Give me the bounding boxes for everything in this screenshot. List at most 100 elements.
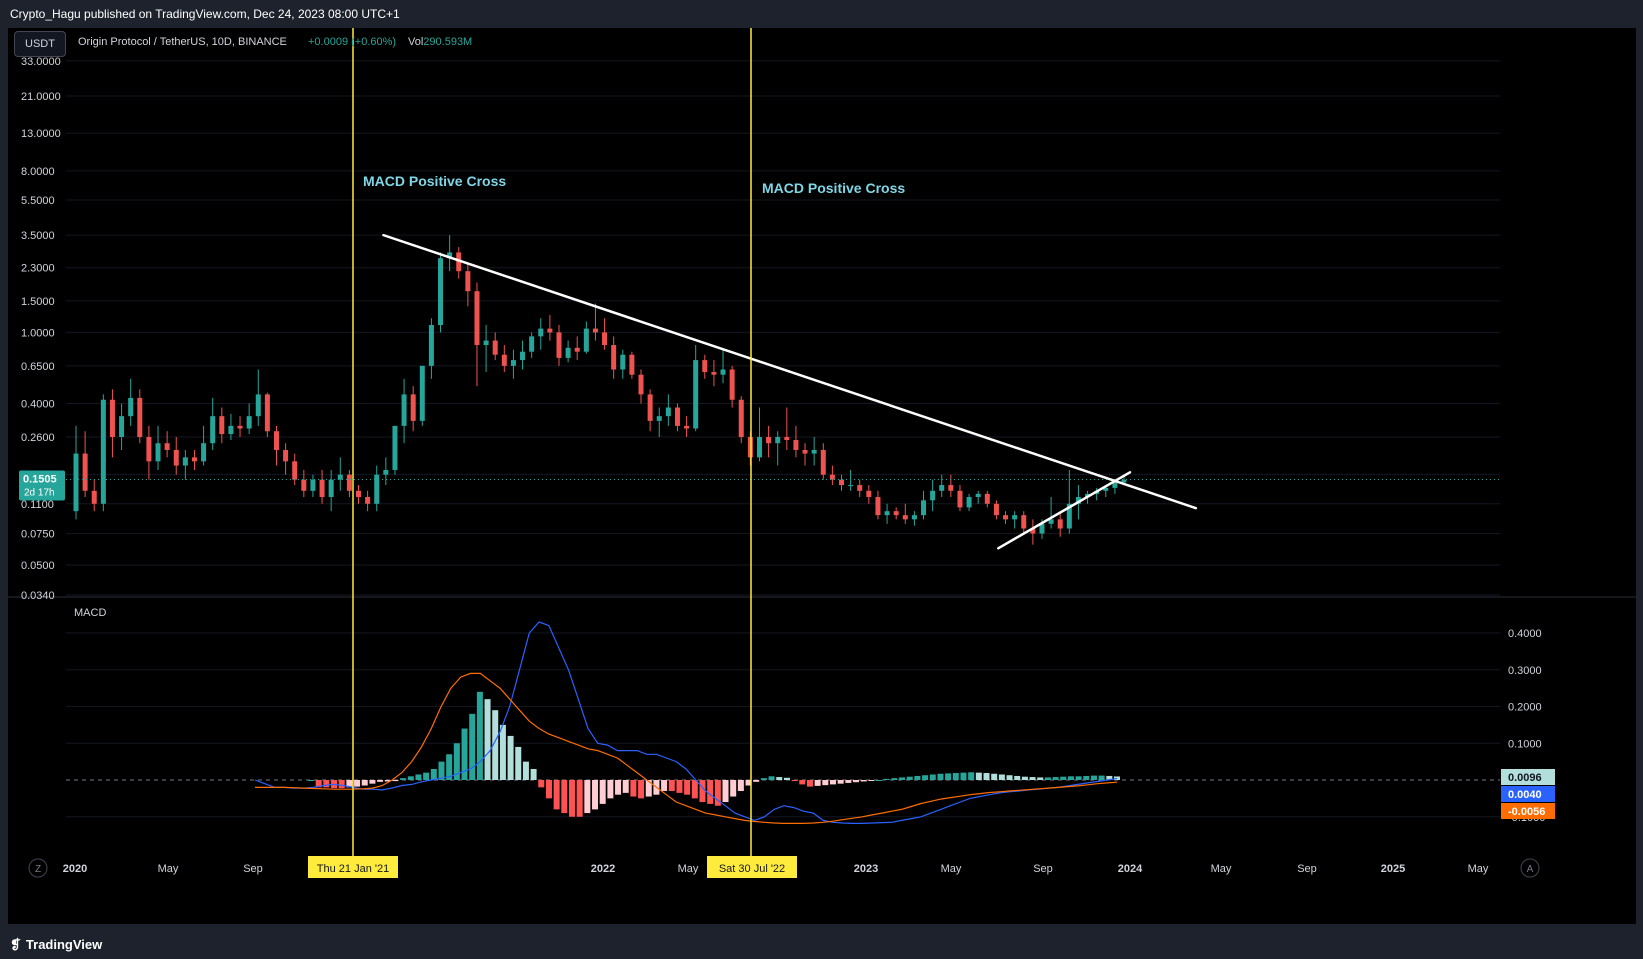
macd-histogram-bar [438, 761, 445, 780]
macd-histogram-bar [899, 777, 906, 780]
footer-brand: TradingView [25, 937, 103, 952]
price-tick-label: 0.4000 [21, 399, 55, 411]
candle-body [155, 443, 161, 462]
publish-bar: Crypto_Hagu published on TradingView.com… [0, 0, 1643, 28]
candle-body [428, 324, 434, 366]
macd-histogram-bar [806, 780, 813, 787]
candle-body [684, 425, 690, 429]
candle-body [583, 328, 589, 352]
macd-histogram-bar [392, 780, 399, 782]
macd-histogram-bar [407, 776, 414, 780]
timezone-button-ring[interactable] [28, 858, 48, 878]
macd-histogram-bar [791, 780, 798, 782]
macd-value-badge-bg [1501, 786, 1555, 802]
macd-histogram-bar [691, 780, 698, 799]
macd-histogram-bar [446, 754, 453, 780]
macd-histogram-bar [814, 780, 821, 786]
candle-body [1075, 497, 1081, 504]
candle-body [392, 425, 398, 470]
macd-histogram-bar [530, 768, 537, 780]
time-tick-label: May [1468, 863, 1489, 875]
macd-histogram-bar [592, 780, 599, 810]
candle-body [520, 351, 526, 361]
date-marker-2: Sat 30 Jul '22 [719, 863, 785, 875]
candle-body [1048, 519, 1054, 524]
macd-histogram-bar [1114, 776, 1120, 780]
histogram-value-badge: 0.0096 [1508, 772, 1542, 784]
time-tick-label: Sep [243, 863, 263, 875]
candle-body [356, 490, 362, 498]
macd-histogram-bar [1052, 777, 1059, 780]
candle-body [237, 425, 243, 429]
tradingview-logo[interactable]: ❡ TradingView [10, 937, 102, 953]
candle-body [456, 252, 462, 272]
macd-histogram-bar [991, 773, 998, 780]
macd-histogram-bar [423, 772, 430, 780]
candle-body [474, 291, 480, 346]
candle-body [1066, 503, 1072, 529]
macd-histogram-bar [576, 780, 583, 817]
candle-body [301, 479, 307, 491]
candle-body [547, 328, 553, 333]
symbol-title[interactable]: Origin Protocol / TetherUS, 10D, BINANCE [78, 36, 287, 48]
macd-histogram-bar [369, 780, 376, 784]
candle-body [674, 407, 680, 426]
candles [73, 235, 1127, 545]
candle-body [656, 416, 662, 421]
macd-histogram-bar [469, 713, 476, 780]
price-tick-label: 0.6500 [21, 361, 55, 373]
candle-body [848, 485, 854, 487]
macd-histogram-bar [545, 780, 552, 799]
date-marker-1-bg [308, 856, 398, 878]
candle-body [984, 493, 990, 504]
auto-scale-button-ring[interactable] [1520, 858, 1540, 878]
price-tick-label: 33.0000 [21, 56, 61, 68]
macd-histogram-bar [983, 773, 990, 780]
macd-histogram-bar [338, 780, 345, 789]
macd-histogram-bar [668, 780, 675, 792]
currency-button[interactable]: USDT [14, 31, 66, 57]
macd-histogram-bar [1060, 776, 1067, 780]
candle-body [1003, 515, 1009, 520]
macd-histogram-bar [945, 773, 952, 780]
timezone-button[interactable]: Z [35, 864, 41, 875]
macd-histogram-bar [975, 772, 982, 780]
candle-body [510, 360, 516, 366]
grid [8, 60, 1636, 818]
candle-body [930, 490, 936, 501]
macd-histogram-bar [753, 780, 760, 782]
macd-histogram-bar [952, 773, 959, 780]
macd-histogram-bar [760, 778, 767, 780]
candle-body [109, 399, 115, 437]
candle-body [128, 397, 134, 417]
candle-body [1030, 528, 1036, 534]
volume-value: 290.593M [423, 36, 473, 48]
candle-body [902, 515, 908, 520]
auto-scale-button[interactable]: A [1527, 864, 1534, 875]
candle-body [191, 457, 197, 462]
price-tick-label: 8.0000 [21, 166, 55, 178]
macd-histogram-bar [1067, 776, 1074, 780]
trendline [997, 471, 1132, 550]
candle-body [273, 431, 279, 450]
current-price-badge [19, 470, 65, 501]
macd-histogram-bar [346, 780, 353, 788]
macd-histogram-bar [377, 780, 384, 782]
macd-histogram-bar [607, 780, 614, 799]
signal-value-badge: -0.0056 [1508, 806, 1545, 818]
price-tick-label: 1.5000 [21, 296, 55, 308]
macd-histogram-bar [837, 780, 844, 784]
candle-body [73, 453, 79, 512]
candle-body [592, 328, 598, 333]
candle-body [346, 474, 352, 491]
macd-histogram-bar [853, 780, 860, 783]
macd-histogram-bar [507, 735, 514, 780]
candle-body [1103, 487, 1109, 491]
volume-readout: Vol290.593M [408, 36, 472, 48]
macd-histogram-bar [1021, 776, 1028, 780]
macd-histogram-bar [561, 780, 568, 814]
candle-body [602, 332, 608, 346]
candle-body [1039, 523, 1045, 534]
candle-body [975, 493, 981, 498]
